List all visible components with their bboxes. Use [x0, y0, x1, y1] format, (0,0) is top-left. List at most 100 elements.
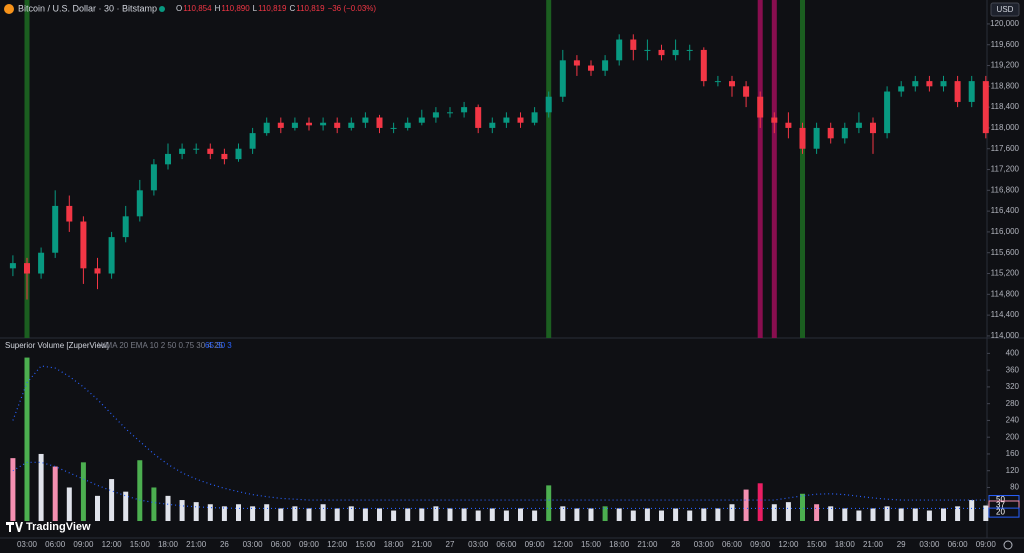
- candle-body: [334, 122, 341, 128]
- x-tick-label: 06:00: [45, 540, 66, 549]
- ohlc-value: 110,819: [258, 4, 287, 13]
- candle-body: [926, 81, 933, 87]
- candle-body: [249, 133, 256, 149]
- x-tick-label: 12:00: [778, 540, 799, 549]
- candle-body: [954, 81, 961, 102]
- candle-body: [827, 127, 834, 139]
- volume-bar: [306, 508, 312, 521]
- x-tick-label: 06:00: [271, 540, 292, 549]
- volume-bar: [955, 506, 961, 521]
- indicator-params: WMA 20 EMA 10 2 50 0.75 30 4 25: [98, 341, 224, 350]
- volume-bar: [38, 453, 44, 521]
- volume-bar: [179, 500, 185, 521]
- volume-bar: [926, 510, 932, 521]
- y-tick-label: 117,200: [991, 165, 1020, 174]
- y-tick-label: 118,400: [991, 102, 1020, 111]
- symbol-title[interactable]: Bitcoin / U.S. Dollar · 30 · Bitstamp: [18, 3, 157, 13]
- volume-bar: [264, 504, 270, 521]
- candle-body: [771, 117, 778, 123]
- candle-body: [66, 205, 73, 222]
- volume-bar: [80, 462, 86, 521]
- volume-bar: [236, 504, 241, 521]
- settings-icon[interactable]: [1003, 540, 1013, 550]
- candle-body: [207, 148, 214, 154]
- logo[interactable]: TradingView: [26, 521, 91, 533]
- volume-bar: [221, 506, 227, 521]
- ohlc-key: H: [215, 4, 221, 13]
- y-tick-label: 240: [1006, 416, 1020, 425]
- candle-body: [968, 81, 975, 102]
- candle-body: [94, 268, 101, 274]
- volume-bar: [123, 491, 129, 521]
- candle-body: [855, 122, 862, 128]
- volume-bar: [630, 510, 636, 521]
- candle-body: [799, 127, 806, 149]
- currency[interactable]: USD: [997, 5, 1014, 14]
- last-value-label: 37: [996, 501, 1005, 510]
- candle-body: [573, 60, 580, 66]
- candle-body: [700, 49, 707, 82]
- y-tick-label: 114,400: [991, 310, 1020, 319]
- candle-body: [136, 190, 143, 217]
- y-tick-label: 115,200: [991, 269, 1020, 278]
- candle-body: [179, 148, 186, 154]
- candle-body: [108, 237, 115, 274]
- y-tick-label: 120: [1006, 466, 1020, 475]
- y-tick-label: 120,000: [990, 19, 1019, 28]
- candle-body: [559, 60, 566, 97]
- volume-bar: [278, 508, 284, 521]
- change: −36 (−0.03%): [328, 4, 377, 13]
- candle-body: [588, 65, 594, 71]
- logo-icon: [6, 522, 23, 532]
- currency-button[interactable]: [990, 2, 1020, 17]
- volume-bar: [856, 510, 862, 521]
- volume-bar: [701, 508, 707, 521]
- indicator-title[interactable]: Superior Volume [ZuperView]: [5, 341, 109, 350]
- y-tick-label: 116,000: [991, 227, 1020, 236]
- candle-body: [432, 112, 439, 118]
- candle-body: [489, 122, 496, 128]
- candle-body: [503, 117, 510, 123]
- y-tick-label: 115,600: [991, 248, 1020, 257]
- x-tick-label: 09:00: [750, 540, 771, 549]
- candle-body: [870, 122, 876, 134]
- x-tick-label: 21:00: [637, 540, 658, 549]
- volume-bar: [870, 508, 876, 521]
- ohlc-value: 110,819: [296, 4, 325, 13]
- x-tick-label: 21:00: [186, 540, 207, 549]
- x-tick-label: 09:00: [73, 540, 94, 549]
- volume-bar: [193, 502, 199, 521]
- candle-body: [320, 122, 327, 126]
- candle-body: [602, 60, 609, 71]
- volume-bar: [588, 508, 594, 521]
- y-tick-label: 116,400: [991, 206, 1020, 215]
- candle-body: [390, 127, 397, 129]
- volume-bar: [348, 506, 354, 521]
- candle-body: [898, 86, 905, 92]
- volume-bar: [602, 506, 608, 521]
- volume-bar: [165, 495, 171, 521]
- volume-bar: [518, 508, 523, 521]
- candle-body: [644, 49, 651, 51]
- signal-highlight: [757, 0, 763, 338]
- x-tick-label: 26: [220, 540, 229, 549]
- x-tick-label: 09:00: [525, 540, 546, 549]
- y-tick-label: 118,000: [991, 123, 1020, 132]
- status-dot: [159, 6, 165, 12]
- volume-bar: [292, 506, 298, 521]
- y-tick-label: 320: [1006, 382, 1020, 391]
- x-tick-label: 21:00: [863, 540, 884, 549]
- x-tick-label: 12:00: [553, 540, 574, 549]
- candle-body: [52, 205, 59, 253]
- candle-body: [785, 122, 792, 128]
- volume-bar: [391, 510, 397, 521]
- x-tick-label: 18:00: [835, 540, 856, 549]
- candle-body: [475, 107, 482, 128]
- candle-body: [658, 49, 665, 56]
- volume-bar: [814, 504, 820, 521]
- y-tick-label: 119,600: [991, 40, 1020, 49]
- candle-body: [376, 117, 383, 128]
- signal-highlight: [546, 0, 552, 338]
- x-tick-label: 03:00: [468, 540, 489, 549]
